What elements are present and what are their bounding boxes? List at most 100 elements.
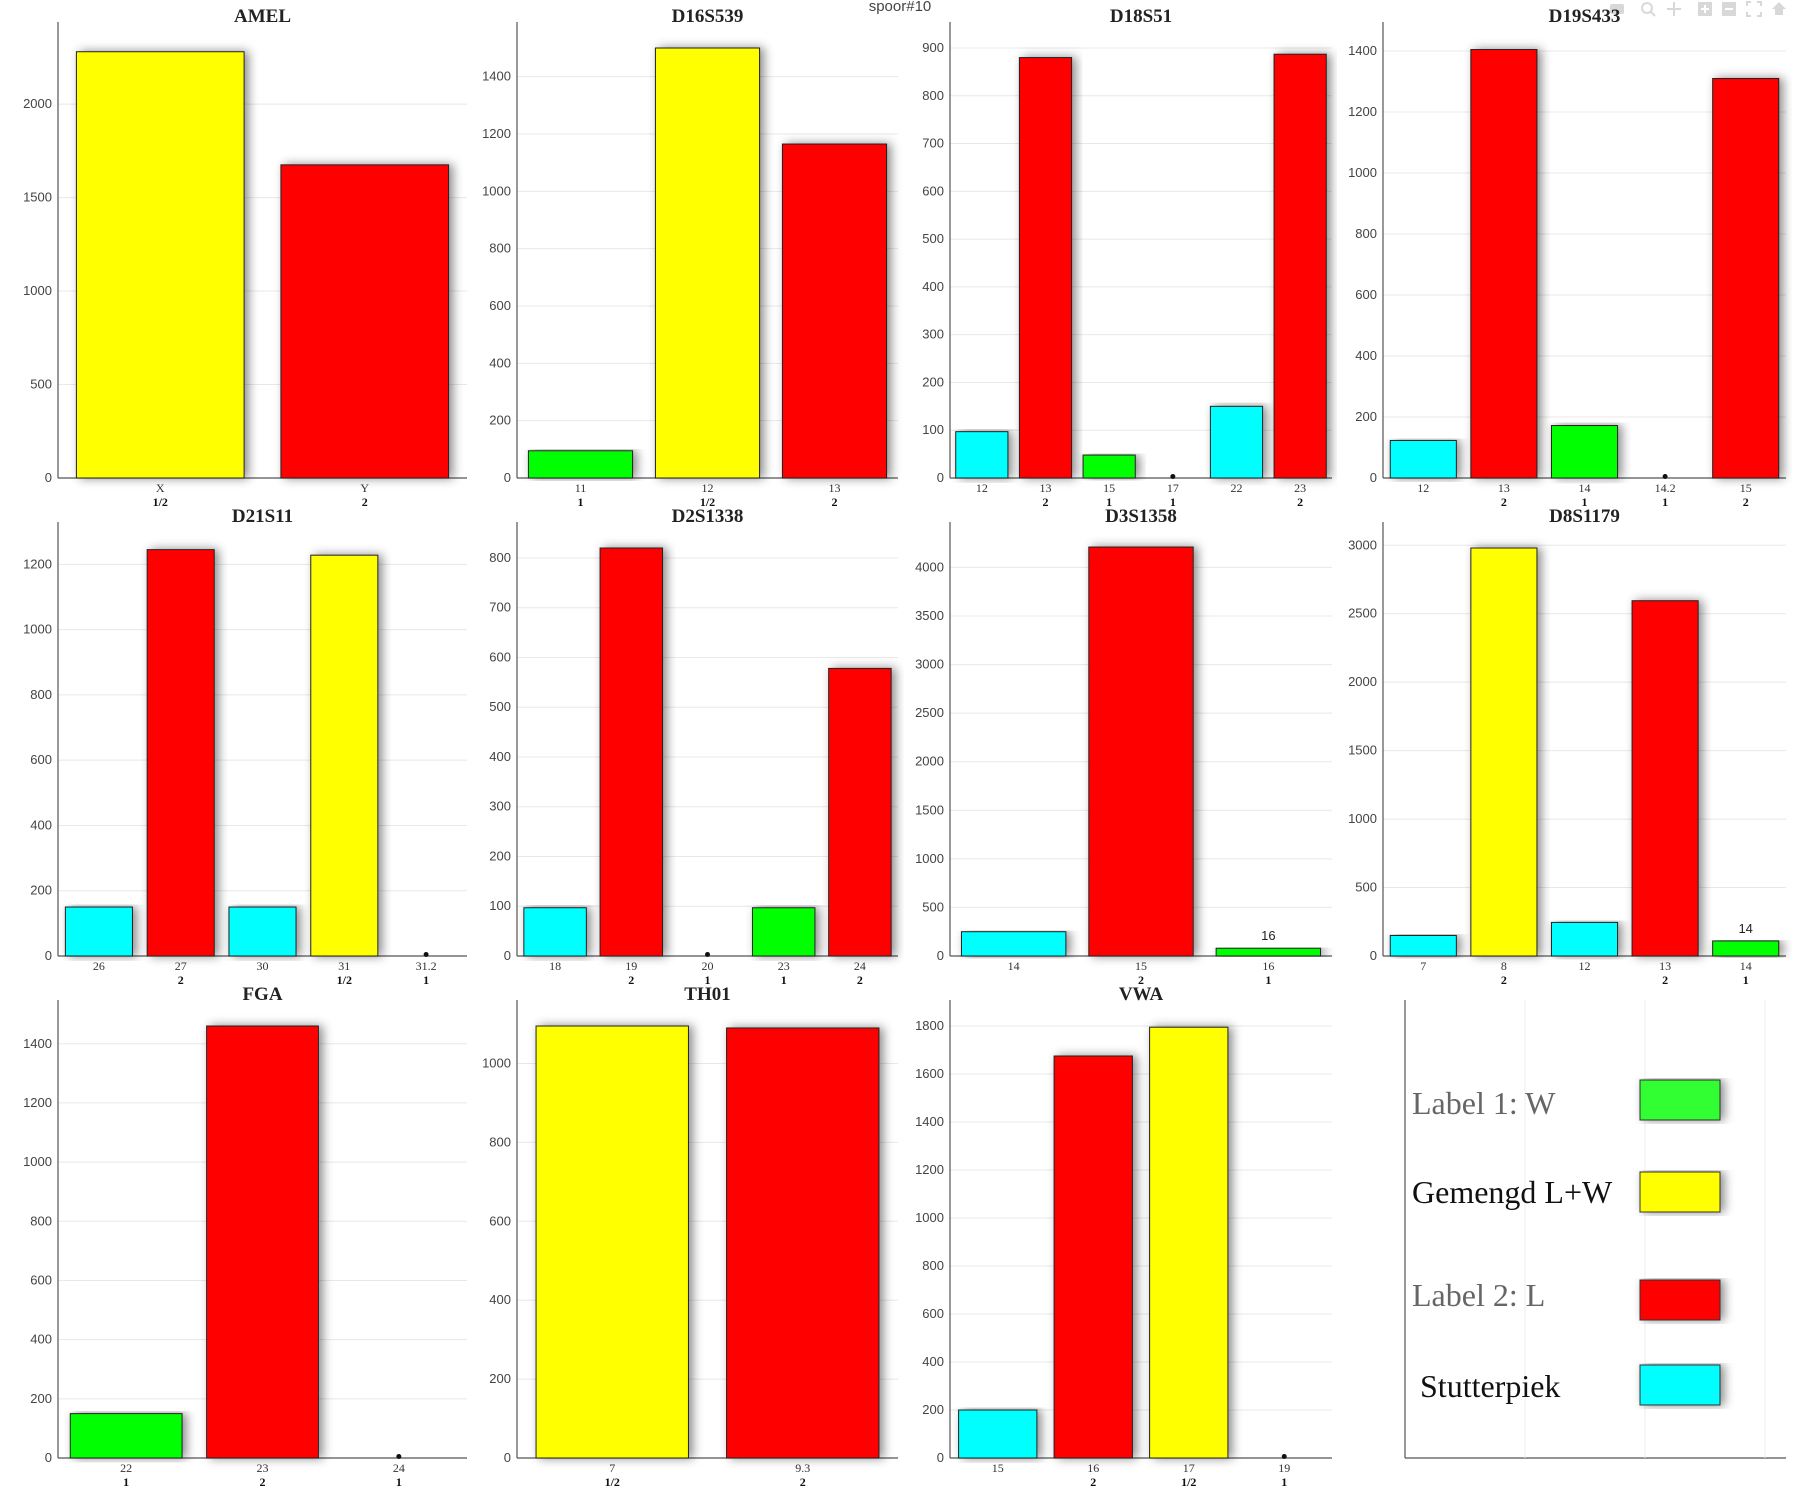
bar-d19s433-12 <box>1389 439 1457 479</box>
y-tick-label: 500 <box>922 231 944 246</box>
x-tick-sublabel: 1/2 <box>1181 1475 1196 1489</box>
y-tick-label: 0 <box>504 470 511 485</box>
x-tick-label: 11 <box>575 481 587 495</box>
chart-d21s11: D21S11 0 200 400 600 800 1000 1200 26 272 30 311/2 3… <box>23 506 467 987</box>
x-tick-label: 9.3 <box>795 1461 810 1475</box>
x-tick-label: 23 <box>257 1461 269 1475</box>
x-tick-label: 14 <box>1740 959 1752 973</box>
y-tick-label: 600 <box>30 1272 52 1287</box>
zoom-in-icon[interactable] <box>1698 2 1712 16</box>
x-tick-label: 13 <box>1498 481 1510 495</box>
x-tick-label: 15 <box>1740 481 1752 495</box>
home-icon[interactable] <box>1772 2 1786 15</box>
y-tick-label: 3000 <box>1348 537 1377 552</box>
y-tick-label: 3500 <box>915 608 944 623</box>
bar-fga-22 <box>69 1413 183 1459</box>
bar-d2s1338-18 <box>523 907 587 957</box>
y-tick-label: 1000 <box>23 1154 52 1169</box>
modebar[interactable] <box>1610 1 1786 17</box>
x-tick-label: 24 <box>393 1461 405 1475</box>
x-tick-label: 19 <box>1278 1461 1290 1475</box>
y-tick-label: 400 <box>922 279 944 294</box>
pan-icon[interactable] <box>1667 2 1681 16</box>
y-tick-label: 800 <box>30 1213 52 1228</box>
x-tick-label: 7 <box>609 1461 615 1475</box>
y-tick-label: 0 <box>1370 948 1377 963</box>
x-tick-sublabel: 1 <box>1662 495 1668 509</box>
y-tick-label: 1000 <box>482 1055 511 1070</box>
y-tick-label: 0 <box>504 1450 511 1465</box>
zoom-icon[interactable] <box>1641 2 1656 17</box>
x-tick-sublabel: 1 <box>1281 1475 1287 1489</box>
y-tick-label: 500 <box>1355 880 1377 895</box>
y-tick-label: 1400 <box>1348 43 1377 58</box>
x-tick-sublabel: 1 <box>781 973 787 987</box>
x-tick-label: 15 <box>1135 959 1147 973</box>
legend-item-label-1-w: Label 1: W <box>1412 1079 1721 1121</box>
chart-d16s539: D16S539 0 200 400 600 800 1000 1200 1400 111 121/2… <box>482 6 898 509</box>
y-tick-label: 600 <box>489 1213 511 1228</box>
bar-amel-y <box>280 164 450 479</box>
bar-d3s1358-15 <box>1088 546 1194 957</box>
x-tick-sublabel: 1 <box>396 1475 402 1489</box>
y-tick-label: 800 <box>489 550 511 565</box>
y-tick-label: 500 <box>30 377 52 392</box>
y-tick-label: 800 <box>922 1258 944 1273</box>
chart-title-fga: FGA <box>242 984 282 1005</box>
y-tick-label: 1400 <box>482 69 511 84</box>
x-tick-sublabel: 1 <box>1106 495 1112 509</box>
x-tick-sublabel: 1 <box>705 973 711 987</box>
bar-d19s433-15 <box>1712 77 1780 479</box>
autoscale-icon[interactable] <box>1746 1 1762 17</box>
y-tick-label: 900 <box>922 40 944 55</box>
y-tick-label: 1200 <box>1348 104 1377 119</box>
x-tick-sublabel: 1/2 <box>605 1475 620 1489</box>
x-tick-label: 12 <box>702 481 714 495</box>
x-tick-sublabel: 2 <box>178 973 184 987</box>
x-tick-sublabel: 2 <box>260 1475 266 1489</box>
y-tick-label: 0 <box>937 948 944 963</box>
y-tick-label: 300 <box>489 799 511 814</box>
y-tick-label: 800 <box>489 241 511 256</box>
x-tick-label: 22 <box>120 1461 132 1475</box>
bar-amel-x <box>75 51 245 479</box>
x-tick-label: 13 <box>1659 959 1671 973</box>
x-tick-sublabel: 1/2 <box>337 973 352 987</box>
charts-grid: AMEL0500100015002000X1/2Y2D16S5390200400… <box>23 6 1786 1489</box>
legend-label: Label 2: L <box>1412 1277 1545 1313</box>
x-tick-label: 30 <box>257 959 269 973</box>
bar-d19s433-14-2 <box>1662 474 1668 479</box>
chart-d3s1358: D3S1358 0 500 1000 1500 2000 2500 3000 3500 4000 1… <box>915 506 1332 987</box>
zoom-out-icon[interactable] <box>1722 2 1736 16</box>
x-tick-sublabel: 2 <box>857 973 863 987</box>
y-tick-label: 200 <box>489 1371 511 1386</box>
y-tick-label: 0 <box>937 1450 944 1465</box>
bar-th01-7 <box>535 1025 689 1459</box>
x-tick-sublabel: 2 <box>362 495 368 509</box>
y-tick-label: 2000 <box>1348 674 1377 689</box>
y-tick-label: 200 <box>30 1391 52 1406</box>
chart-vwa: VWA 0 200 400 600 800 1000 1200 1400 1600 1800 15 16… <box>915 984 1332 1489</box>
x-tick-sublabel: 1 <box>423 973 429 987</box>
y-tick-label: 1000 <box>482 183 511 198</box>
camera-icon[interactable] <box>1610 4 1624 14</box>
bar-d2s1338-20 <box>705 952 710 957</box>
x-tick-label: 19 <box>625 959 637 973</box>
x-tick-sublabel: 2 <box>1662 973 1668 987</box>
y-tick-label: 600 <box>922 1306 944 1321</box>
x-tick-sublabel: 1 <box>123 1475 129 1489</box>
x-tick-label: 12 <box>1579 959 1591 973</box>
x-tick-label: 7 <box>1420 959 1426 973</box>
y-tick-label: 500 <box>922 899 944 914</box>
bar-d19s433-13 <box>1470 49 1538 479</box>
y-tick-label: 1200 <box>23 556 52 571</box>
bar-d16s539-12 <box>654 47 761 479</box>
y-tick-label: 400 <box>489 355 511 370</box>
y-tick-label: 800 <box>30 687 52 702</box>
x-tick-sublabel: 2 <box>800 1475 806 1489</box>
y-tick-label: 1200 <box>915 1162 944 1177</box>
